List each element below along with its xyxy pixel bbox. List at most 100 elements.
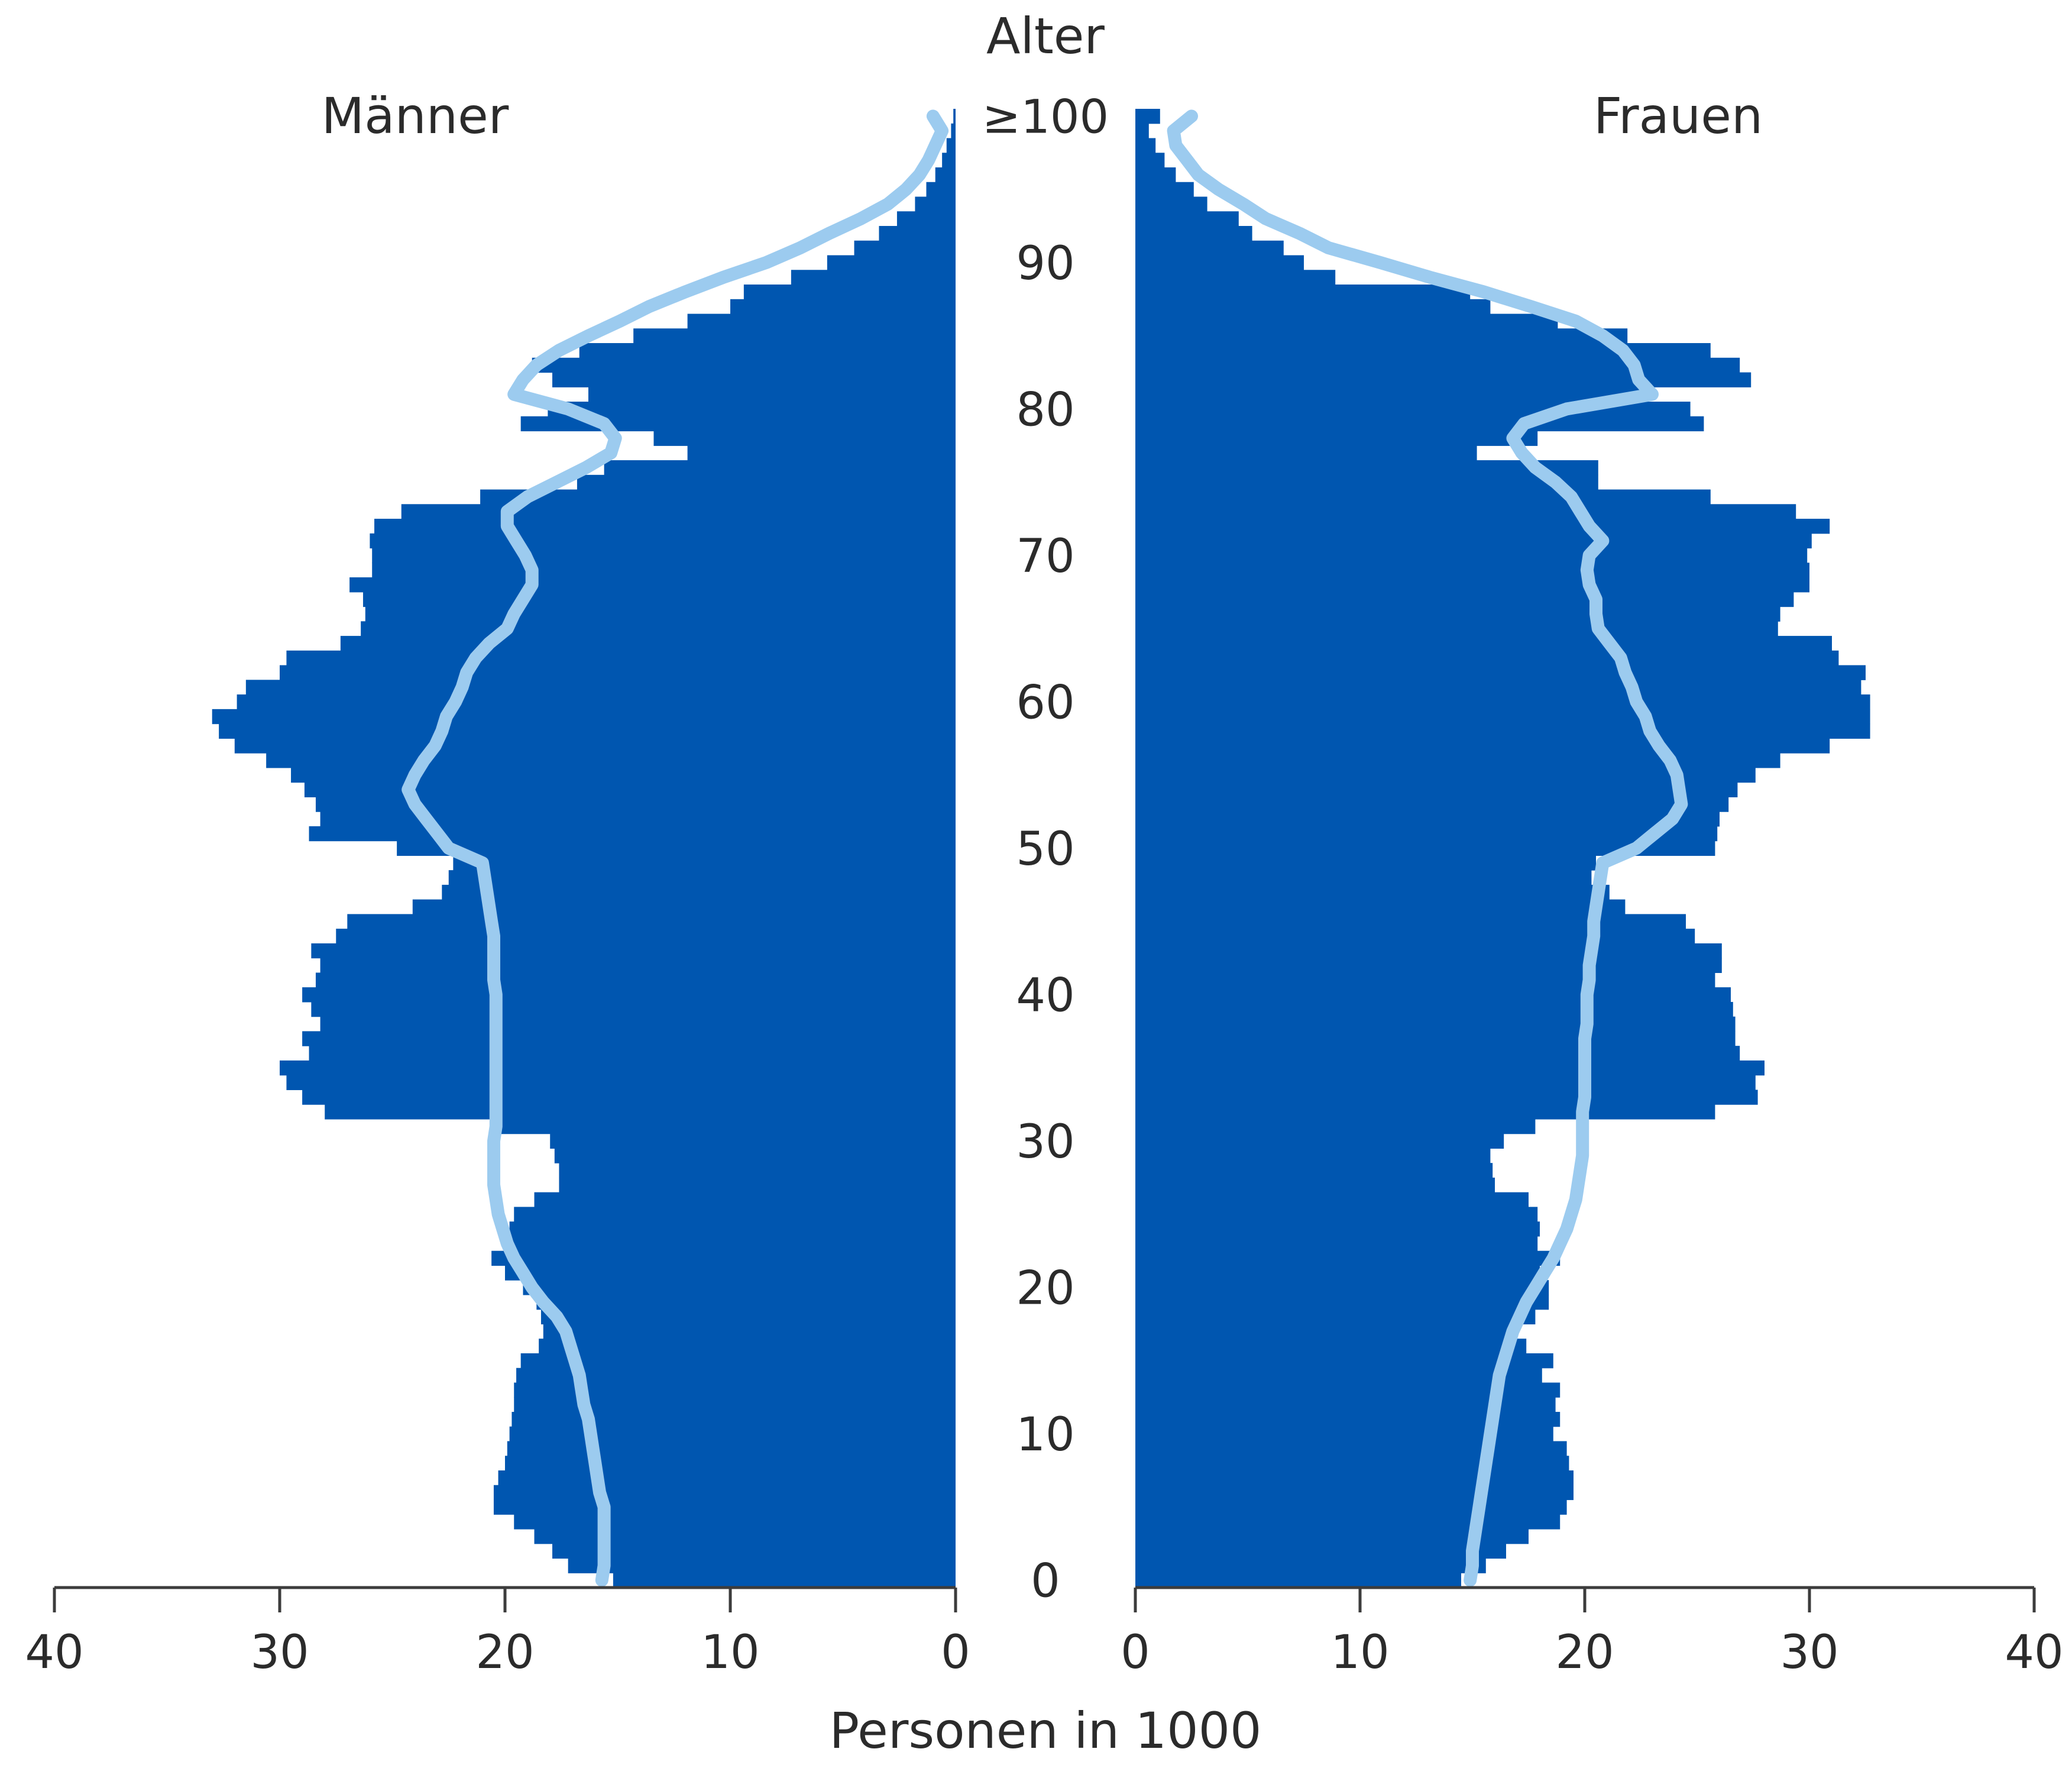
male-bar <box>896 211 956 227</box>
female-bar <box>1135 226 1252 241</box>
male-bar <box>550 1133 956 1149</box>
male-bar <box>311 943 956 959</box>
male-bar <box>320 1016 956 1032</box>
age-tick-label: 60 <box>1016 677 1074 730</box>
male-bar <box>320 958 956 973</box>
male-bar <box>514 1207 956 1222</box>
male-bar <box>559 1177 956 1193</box>
comparison-lines-group <box>402 109 1688 1587</box>
female-panel-title: Frauen <box>1594 87 1763 145</box>
female-bar <box>1135 1470 1574 1486</box>
age-tick-label: 0 <box>1031 1555 1060 1608</box>
female-bar <box>1135 1001 1733 1017</box>
female-bar <box>1135 767 1756 783</box>
male-bar <box>245 680 956 695</box>
age-tick-label: 50 <box>1016 823 1074 876</box>
male-bar <box>791 270 956 285</box>
female-bar <box>1135 1221 1540 1237</box>
female-bar <box>1135 109 1160 124</box>
female-bar <box>1135 1060 1765 1076</box>
female-bar <box>1135 1192 1529 1208</box>
female-bar <box>1135 1339 1527 1354</box>
male-comparison-line <box>402 109 949 1587</box>
female-bar <box>1135 797 1729 812</box>
male-bar <box>397 841 956 856</box>
male-bar <box>311 1001 956 1017</box>
male-bar <box>743 285 956 300</box>
male-bar <box>539 1339 956 1354</box>
tick-group: 40 30 20 10 0 0 10 20 30 40 <box>25 1588 2064 1679</box>
male-bar <box>505 1265 956 1281</box>
male-bar <box>374 519 956 534</box>
male-bar <box>309 1046 956 1061</box>
male-bar <box>347 914 956 929</box>
male-bar <box>540 1309 956 1325</box>
female-bar <box>1135 723 1870 739</box>
female-bar <box>1135 1133 1504 1149</box>
male-bar <box>453 855 956 871</box>
female-bar <box>1135 1397 1556 1412</box>
male-bars-group <box>212 109 956 1588</box>
male-bar <box>559 1163 956 1178</box>
female-bar <box>1135 1075 1756 1091</box>
male-bar <box>302 1090 956 1105</box>
female-bar <box>1135 636 1832 651</box>
male-x-tick-label: 10 <box>701 1626 759 1679</box>
male-bar <box>266 753 956 768</box>
female-bar <box>1135 504 1796 519</box>
male-bar <box>548 402 956 417</box>
male-bar <box>516 1368 956 1383</box>
x-axis-title: Personen in 1000 <box>830 1702 1262 1760</box>
female-bar <box>1135 1456 1569 1471</box>
female-x-tick-label: 20 <box>1555 1626 1614 1679</box>
female-bar <box>1135 123 1149 139</box>
female-bar <box>1135 621 1778 636</box>
female-bar <box>1135 416 1704 432</box>
male-bar <box>879 226 956 241</box>
female-bar <box>1135 782 1738 797</box>
female-bar <box>1135 1265 1540 1281</box>
female-bar <box>1135 1543 1506 1559</box>
male-bar <box>942 153 956 168</box>
male-bar <box>604 460 956 476</box>
female-bar <box>1135 972 1715 988</box>
male-bar <box>577 474 956 490</box>
male-x-tick-label: 20 <box>475 1626 534 1679</box>
female-bar <box>1135 299 1491 315</box>
male-bar <box>554 1148 956 1163</box>
male-bar <box>534 1528 956 1544</box>
female-bar <box>1135 1528 1529 1544</box>
male-bar <box>362 591 956 607</box>
male-bar <box>552 1543 956 1559</box>
female-bar <box>1135 899 1626 914</box>
male-bar <box>280 665 956 680</box>
female-bar <box>1135 460 1598 476</box>
female-bar <box>1135 929 1695 944</box>
age-tick-labels: 0 10 20 30 40 50 60 70 80 90 ≥100 <box>982 90 1109 1608</box>
male-bar <box>219 723 956 739</box>
male-x-tick-label: 30 <box>250 1626 309 1679</box>
male-bar <box>493 1499 956 1515</box>
male-bar <box>579 343 956 358</box>
female-x-tick-label: 30 <box>1780 1626 1838 1679</box>
female-bar <box>1135 240 1284 256</box>
female-bar <box>1135 1382 1561 1398</box>
male-bar <box>372 563 956 578</box>
female-x-tick-label: 40 <box>2005 1626 2063 1679</box>
female-bar <box>1135 533 1812 549</box>
male-bar <box>653 431 956 446</box>
female-bar <box>1135 445 1477 461</box>
female-bar <box>1135 1280 1549 1295</box>
female-bar <box>1135 313 1558 329</box>
male-bar <box>536 1294 956 1310</box>
female-bar <box>1135 153 1165 168</box>
male-bar <box>302 987 956 1003</box>
female-bar <box>1135 328 1628 344</box>
female-comparison-line <box>1167 109 1688 1587</box>
male-bar <box>953 109 956 124</box>
female-bar <box>1135 387 1646 402</box>
age-tick-label: 40 <box>1016 969 1074 1023</box>
female-bar <box>1135 1177 1495 1193</box>
female-bar <box>1135 1324 1517 1339</box>
